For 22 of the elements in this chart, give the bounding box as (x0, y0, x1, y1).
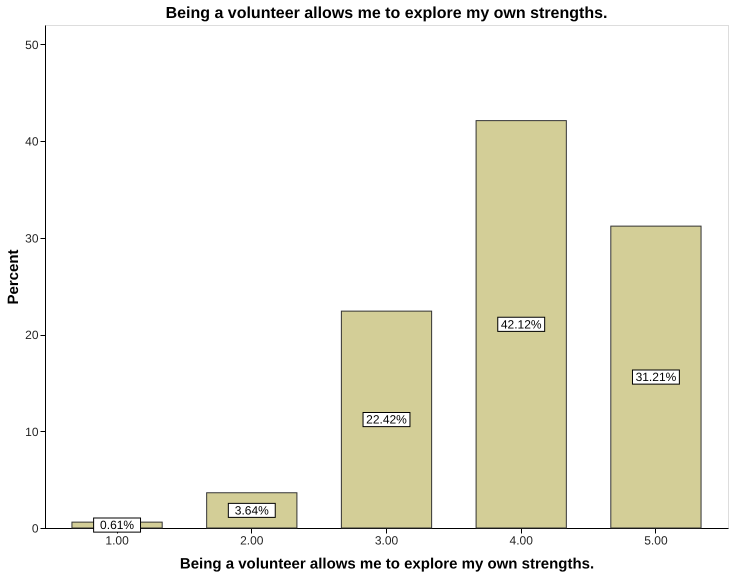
x-axis-title: Being a volunteer allows me to explore my own strengths. (180, 556, 594, 572)
x-tick-label: 2.00 (240, 534, 264, 548)
x-tick-label: 4.00 (510, 534, 534, 548)
data-label: 22.42% (366, 412, 408, 427)
x-tick-label: 1.00 (105, 534, 130, 548)
data-label: 31.21% (636, 370, 677, 384)
y-tick-label: 20 (25, 328, 39, 342)
y-tick-label: 40 (25, 134, 39, 149)
data-label: 3.64% (234, 503, 270, 518)
bar (610, 226, 702, 528)
bar (476, 120, 567, 528)
y-tick-label: 10 (25, 424, 39, 439)
bar (340, 310, 432, 528)
data-label: 42.12% (500, 317, 542, 332)
chart-title: Being a volunteer allows me to explore my own strengths. (166, 5, 608, 22)
y-axis-title: Percent (5, 249, 22, 305)
y-tick-label: 50 (25, 38, 39, 52)
x-tick-label: 5.00 (644, 534, 668, 548)
y-tick-label: 0 (32, 522, 39, 536)
x-tick-label: 3.00 (374, 534, 398, 548)
y-tick-label: 30 (25, 231, 39, 246)
data-label: 0.61% (100, 518, 134, 532)
